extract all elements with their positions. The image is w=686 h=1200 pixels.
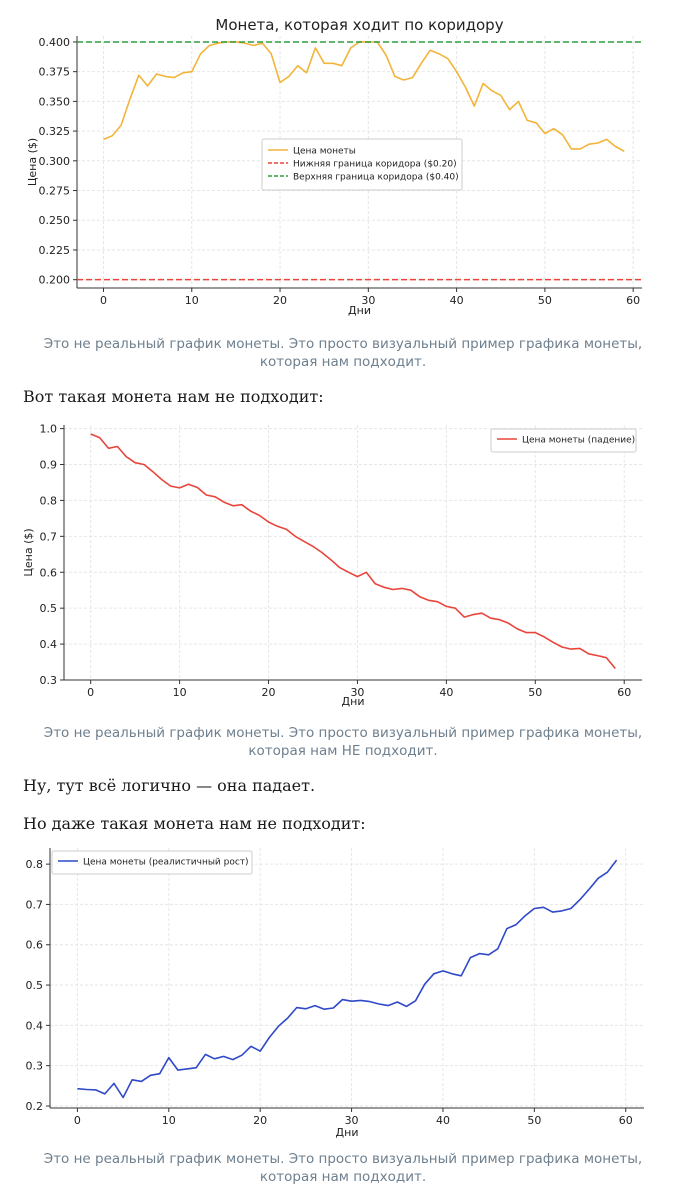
- y-tick-label: 0.250: [39, 214, 71, 227]
- legend-label: Верхняя граница коридора ($0.40): [293, 173, 459, 183]
- caption-3-line-2: которая нам подходит.: [259, 1169, 427, 1185]
- x-tick-label: 50: [538, 294, 552, 307]
- x-tick-label: 40: [450, 294, 464, 307]
- series-line: [77, 859, 618, 1099]
- x-tick-label: 10: [162, 1114, 176, 1127]
- y-tick-label: 0.200: [39, 274, 71, 287]
- legend-label: Цена монеты (падение): [522, 436, 635, 446]
- x-tick-label: 30: [361, 294, 375, 307]
- legend-box: [490, 428, 637, 453]
- y-tick-label: 0.8: [26, 858, 44, 871]
- legend-box: [51, 850, 253, 875]
- x-tick-label: 40: [439, 686, 453, 699]
- x-tick-label: 0: [100, 294, 107, 307]
- legend-label: Цена монеты: [293, 147, 356, 157]
- paragraph-1: Вот такая монета нам не подходит:: [23, 387, 324, 406]
- caption-1-line-1: Это не реальный график монеты. Это прост…: [43, 336, 643, 352]
- series-line: [90, 433, 616, 670]
- caption-3-line-1: Это не реальный график монеты. Это прост…: [43, 1151, 643, 1167]
- growth-chart: 0 10 20 30 40 50 60 0.2 0.3 0.4 0.5 0.6 0.7 0.8 Дни Цен…: [26, 848, 644, 1139]
- y-tick-label: 0.4: [40, 638, 58, 651]
- caption-2-line-2: которая нам НЕ подходит.: [248, 743, 438, 759]
- legend-label: Нижняя граница коридора ($0.20): [293, 160, 457, 170]
- paragraph-3: Но даже такая монета нам не подходит:: [23, 814, 366, 833]
- x-axis-label: Дни: [342, 695, 365, 708]
- paragraph-2: Ну, тут всё логично — она падает.: [23, 776, 316, 795]
- x-tick-label: 40: [436, 1114, 450, 1127]
- x-tick-label: 50: [528, 686, 542, 699]
- y-tick-label: 0.400: [39, 36, 71, 49]
- caption-1-line-2: которая нам подходит.: [259, 354, 427, 370]
- x-axis-label: Дни: [336, 1126, 359, 1139]
- x-tick-label: 20: [262, 686, 276, 699]
- y-tick-label: 0.350: [39, 95, 71, 108]
- y-axis-label: Цена ($): [26, 138, 39, 186]
- y-tick-label: 0.6: [26, 939, 44, 952]
- x-tick-label: 20: [253, 1114, 267, 1127]
- y-axis-label: Цена ($): [22, 528, 35, 576]
- y-tick-label: 0.8: [40, 494, 58, 507]
- y-tick-label: 0.5: [26, 979, 44, 992]
- y-tick-label: 0.4: [26, 1019, 44, 1032]
- caption-2-line-1: Это не реальный график монеты. Это прост…: [43, 725, 643, 741]
- y-tick-label: 0.325: [39, 125, 71, 138]
- x-axis-label: Дни: [348, 304, 371, 317]
- x-tick-label: 20: [273, 294, 287, 307]
- y-tick-label: 0.300: [39, 155, 71, 168]
- y-tick-label: 0.7: [26, 898, 44, 911]
- y-tick-label: 0.7: [40, 530, 58, 543]
- legend-label: Цена монеты (реалистичный рост): [83, 858, 249, 868]
- y-tick-label: 1.0: [40, 423, 58, 436]
- y-tick-label: 0.375: [39, 66, 71, 79]
- x-tick-label: 0: [87, 686, 94, 699]
- x-tick-label: 50: [527, 1114, 541, 1127]
- x-tick-label: 30: [350, 686, 364, 699]
- y-tick-label: 0.5: [40, 602, 58, 615]
- y-tick-label: 0.225: [39, 244, 71, 257]
- x-tick-label: 60: [617, 686, 631, 699]
- y-tick-label: 0.9: [40, 459, 58, 472]
- x-tick-label: 60: [626, 294, 640, 307]
- y-tick-label: 0.2: [26, 1100, 44, 1113]
- series-line: [103, 41, 625, 153]
- falling-chart: 0 10 20 30 40 50 60 0.3 0.4 0.5 0.6 0.7 0.8 0.9 1.0 Дни…: [22, 423, 642, 708]
- y-tick-label: 0.3: [26, 1060, 44, 1073]
- x-tick-label: 10: [185, 294, 199, 307]
- caption-3: Это не реальный график монеты. Это прост…: [0, 1150, 686, 1186]
- caption-1: Это не реальный график монеты. Это прост…: [0, 335, 686, 371]
- x-tick-label: 10: [173, 686, 187, 699]
- chart-title: Монета, которая ходит по коридору: [215, 16, 503, 34]
- y-tick-label: 0.6: [40, 566, 58, 579]
- x-tick-label: 0: [74, 1114, 81, 1127]
- y-tick-label: 0.3: [40, 674, 58, 687]
- y-tick-label: 0.275: [39, 185, 71, 198]
- x-tick-label: 60: [619, 1114, 633, 1127]
- corridor-chart: 0 10 20 30 40 50 60 0.200 0.225 0.250 0.275 0.300 0.…: [26, 16, 642, 317]
- legend-box: [261, 138, 463, 191]
- caption-2: Это не реальный график монеты. Это прост…: [0, 724, 686, 760]
- x-tick-label: 30: [345, 1114, 359, 1127]
